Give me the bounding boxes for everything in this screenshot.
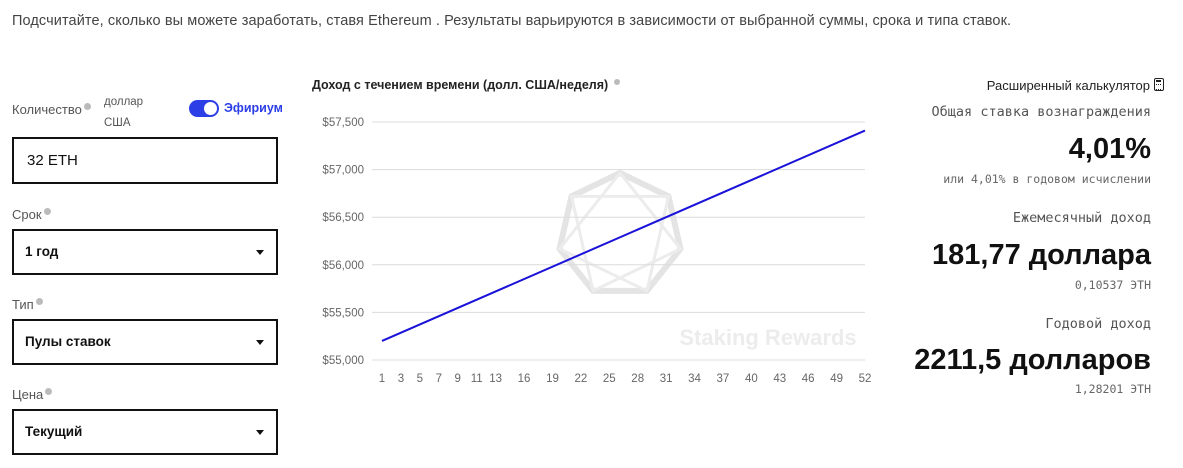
yearly-income-value: 2211,5 долларов <box>914 344 1151 376</box>
x-tick-label: 16 <box>518 373 531 385</box>
y-tick-label: $56,500 <box>322 212 364 224</box>
watermark-logo-outline <box>556 169 684 294</box>
type-value: Пулы ставок <box>25 334 111 349</box>
term-label-text: Срок <box>12 207 42 222</box>
amount-label: Количество <box>12 102 91 117</box>
unit-label[interactable]: доллар США <box>104 96 144 129</box>
chart-title-text: Доход с течением времени (долл. США/неде… <box>312 78 609 92</box>
info-icon[interactable] <box>613 79 620 85</box>
x-tick-label: 43 <box>773 373 786 385</box>
x-tick-label: 1 <box>379 373 385 385</box>
term-select[interactable]: 1 год <box>12 229 278 275</box>
watermark-text: Staking Rewards <box>679 325 856 350</box>
x-tick-label: 49 <box>830 373 843 385</box>
toggle-knob <box>204 102 217 115</box>
x-tick-label: 31 <box>660 373 673 385</box>
intro-text: Подсчитайте, сколько вы можете заработат… <box>12 13 1012 29</box>
x-tick-label: 34 <box>688 373 701 385</box>
chevron-down-icon <box>256 430 264 435</box>
advanced-calculator-link[interactable]: Расширенный калькулятор <box>986 78 1150 93</box>
toggle-label[interactable]: Эфириум <box>224 101 283 115</box>
x-tick-label: 22 <box>574 373 587 385</box>
x-tick-label: 3 <box>398 373 404 385</box>
info-icon[interactable] <box>35 298 43 305</box>
y-tick-label: $55,500 <box>322 307 364 319</box>
price-label: Цена <box>12 387 53 402</box>
monthly-income-value: 181,77 доллара <box>932 239 1151 271</box>
type-label: Тип <box>12 297 43 312</box>
x-tick-label: 40 <box>745 373 758 385</box>
info-icon[interactable] <box>45 388 53 395</box>
reward-rate-sub: или 4,01% в годовом исчислении <box>943 172 1151 186</box>
x-tick-label: 11 <box>471 373 483 385</box>
monthly-income-label: Ежемесячный доход <box>1012 210 1151 226</box>
y-tick-label: $55,000 <box>322 355 364 367</box>
chevron-down-icon <box>256 340 264 345</box>
x-tick-label: 5 <box>417 373 423 385</box>
x-tick-label: 28 <box>631 373 644 385</box>
monthly-income-sub: 0,10537 ЭТН <box>1074 278 1151 292</box>
income-chart: Staking Rewards $57,500 $57,000 $56,500 $56,… <box>322 117 872 385</box>
info-icon[interactable] <box>83 103 91 110</box>
x-tick-label: 9 <box>455 373 461 385</box>
yearly-income-sub: 1,28201 ЭТН <box>1074 382 1151 396</box>
chart-title: Доход с течением времени (долл. США/неде… <box>312 78 620 92</box>
currency-toggle[interactable] <box>189 100 219 117</box>
x-tick-label: 46 <box>802 373 815 385</box>
watermark-logo-inner <box>557 170 683 294</box>
amount-input[interactable]: 32 ETH <box>12 137 278 184</box>
income-series-line <box>381 129 866 342</box>
y-tick-label: $56,000 <box>322 260 364 272</box>
term-value: 1 год <box>25 244 59 259</box>
x-tick-label: 7 <box>436 373 442 385</box>
x-tick-label: 19 <box>546 373 559 385</box>
x-tick-label: 25 <box>603 373 616 385</box>
chevron-down-icon <box>256 250 264 255</box>
x-tick-label: 52 <box>859 373 872 385</box>
amount-value: 32 ETH <box>27 152 78 169</box>
reward-rate-value: 4,01% <box>1068 133 1151 165</box>
price-label-text: Цена <box>12 387 44 402</box>
info-icon[interactable] <box>43 208 51 215</box>
reward-rate-label: Общая ставка вознаграждения <box>931 104 1151 120</box>
x-tick-label: 37 <box>717 373 730 385</box>
y-tick-label: $57,500 <box>322 117 364 129</box>
price-value: Текущий <box>25 424 83 439</box>
type-label-text: Тип <box>12 297 34 312</box>
yearly-income-label: Годовой доход <box>1045 316 1151 332</box>
amount-label-text: Количество <box>12 102 82 117</box>
y-tick-label: $57,000 <box>322 165 364 177</box>
calculator-icon[interactable] <box>1154 78 1164 91</box>
price-select[interactable]: Текущий <box>12 409 278 455</box>
type-select[interactable]: Пулы ставок <box>12 319 278 365</box>
x-tick-label: 13 <box>489 373 502 385</box>
term-label: Срок <box>12 207 51 222</box>
